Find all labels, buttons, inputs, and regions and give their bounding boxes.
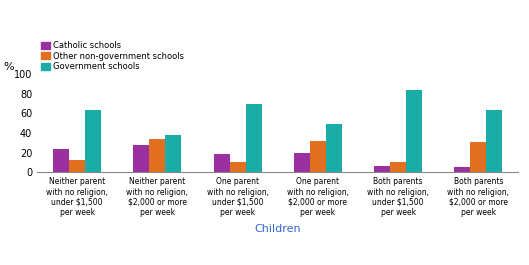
Bar xyxy=(245,104,262,172)
Bar xyxy=(69,160,85,172)
Bar xyxy=(470,142,486,172)
Bar xyxy=(486,111,503,172)
Bar xyxy=(214,154,230,172)
Bar xyxy=(230,162,245,172)
Bar xyxy=(390,162,406,172)
Bar xyxy=(326,124,342,172)
Legend: Catholic schools, Other non-government schools, Government schools: Catholic schools, Other non-government s… xyxy=(41,41,184,72)
Bar xyxy=(149,139,166,172)
Bar xyxy=(133,145,149,172)
X-axis label: Children: Children xyxy=(254,224,301,234)
Bar xyxy=(310,141,326,172)
Bar xyxy=(166,135,181,172)
Bar xyxy=(53,149,69,172)
Text: %: % xyxy=(3,62,14,72)
Bar xyxy=(374,166,390,172)
Bar xyxy=(454,167,470,172)
Bar xyxy=(294,153,310,172)
Bar xyxy=(406,90,422,172)
Bar xyxy=(85,111,101,172)
